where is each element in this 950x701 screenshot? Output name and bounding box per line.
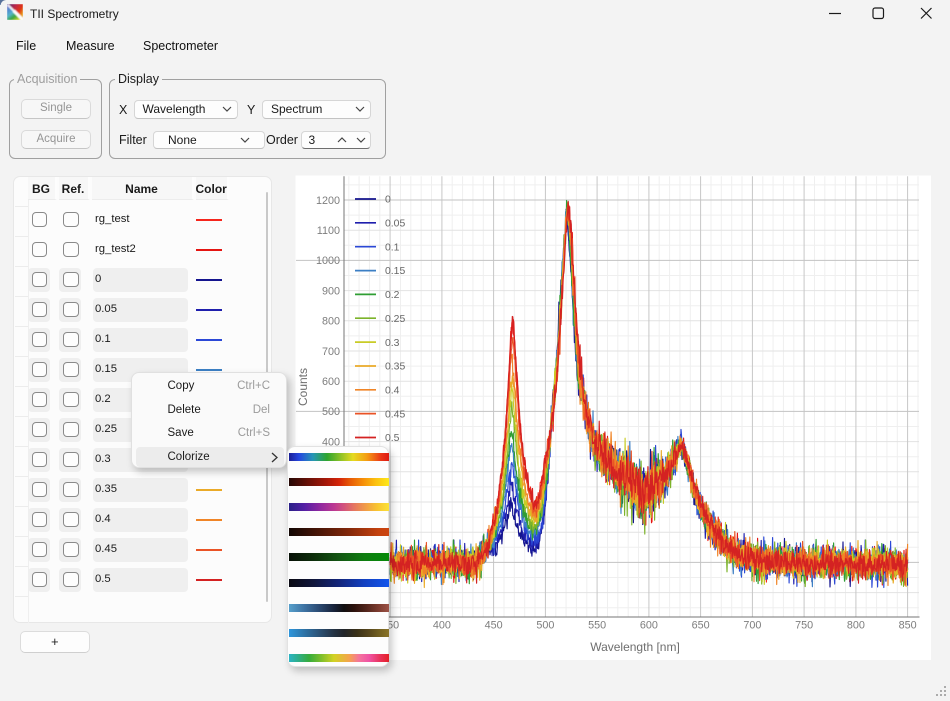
svg-text:0.25: 0.25 (385, 314, 405, 325)
svg-text:0.05: 0.05 (385, 219, 405, 230)
svg-text:0.4: 0.4 (385, 386, 400, 397)
svg-text:650: 650 (692, 620, 710, 632)
svg-text:400: 400 (322, 436, 340, 448)
svg-text:0.5: 0.5 (385, 433, 400, 444)
svg-text:Wavelength [nm]: Wavelength [nm] (590, 640, 680, 654)
svg-text:0.35: 0.35 (385, 362, 405, 373)
svg-text:600: 600 (322, 376, 340, 388)
svg-text:700: 700 (322, 346, 340, 358)
svg-text:0.2: 0.2 (385, 290, 400, 301)
svg-text:600: 600 (640, 620, 658, 632)
svg-text:Counts: Counts (296, 368, 310, 406)
svg-text:800: 800 (847, 620, 865, 632)
svg-text:900: 900 (322, 285, 340, 297)
svg-text:0: 0 (385, 195, 391, 206)
svg-text:0.1: 0.1 (385, 242, 400, 253)
svg-text:1000: 1000 (316, 255, 340, 267)
svg-text:800: 800 (322, 316, 340, 328)
svg-text:850: 850 (899, 620, 917, 632)
svg-text:400: 400 (433, 620, 451, 632)
svg-text:1200: 1200 (316, 195, 340, 207)
svg-text:500: 500 (536, 620, 554, 632)
svg-text:700: 700 (743, 620, 761, 632)
svg-text:550: 550 (588, 620, 606, 632)
svg-text:750: 750 (795, 620, 813, 632)
svg-text:1100: 1100 (317, 225, 340, 237)
svg-text:500: 500 (322, 406, 340, 418)
svg-text:0.15: 0.15 (385, 266, 405, 277)
svg-text:450: 450 (485, 620, 503, 632)
svg-text:0.45: 0.45 (385, 409, 405, 420)
svg-text:0.3: 0.3 (385, 338, 400, 349)
